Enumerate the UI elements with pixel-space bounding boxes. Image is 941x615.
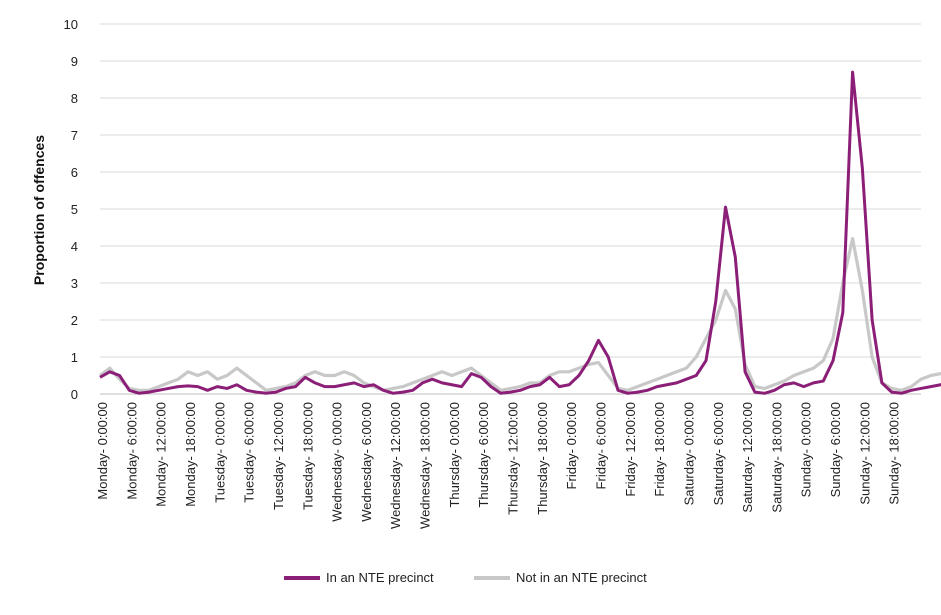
x-tick-label: Wednesday- 6:00:00 [359,402,374,522]
legend-label-not-nte: Not in an NTE precinct [516,570,647,585]
x-tick-label: Sunday- 0:00:00 [799,402,814,497]
gridlines [100,23,921,358]
y-tick-label: 6 [71,165,78,180]
y-tick-label: 1 [71,350,78,365]
y-tick-label: 9 [71,54,78,69]
y-tick-label: 2 [71,313,78,328]
x-tick-label: Saturday- 0:00:00 [681,402,696,505]
x-tick-label: Monday- 0:00:00 [95,402,110,500]
x-tick-label: Wednesday- 0:00:00 [330,402,345,522]
x-tick-label: Saturday- 12:00:00 [740,402,755,513]
x-tick-label: Monday- 12:00:00 [154,402,169,507]
x-tick-label: Thursday- 6:00:00 [476,402,491,508]
x-tick-label: Wednesday- 12:00:00 [388,402,403,529]
x-tick-label: Monday- 18:00:00 [183,402,198,507]
y-tick-label: 5 [71,202,78,217]
x-tick-label: Friday- 6:00:00 [593,402,608,489]
y-tick-label: 3 [71,276,78,291]
legend: In an NTE precinct Not in an NTE precinc… [284,570,647,585]
y-tick-label: 4 [71,239,78,254]
series-line-in-nte [99,70,941,395]
x-tick-label: Monday- 6:00:00 [124,402,139,500]
x-tick-label: Sunday- 6:00:00 [828,402,843,497]
y-axis-label: Proportion of offences [31,135,47,285]
x-tick-label: Thursday- 0:00:00 [447,402,462,508]
y-tick-labels: 0 1 2 3 4 5 6 7 8 9 10 [64,17,78,402]
y-tick-label: 10 [64,17,78,32]
legend-label-in-nte: In an NTE precinct [326,570,434,585]
x-tick-label: Friday- 18:00:00 [652,402,667,497]
x-tick-label: Tuesday- 18:00:00 [300,402,315,510]
x-tick-label: Tuesday- 6:00:00 [242,402,257,503]
x-tick-label: Wednesday- 18:00:00 [418,402,433,529]
x-tick-label: Tuesday- 0:00:00 [212,402,227,503]
x-tick-label: Tuesday- 12:00:00 [271,402,286,510]
y-tick-label: 7 [71,128,78,143]
series-lines [99,70,941,395]
x-tick-label: Friday- 0:00:00 [564,402,579,489]
y-tick-label: 8 [71,91,78,106]
x-tick-label: Sunday- 18:00:00 [887,402,902,505]
x-tick-label: Saturday- 18:00:00 [769,402,784,513]
x-tick-label: Thursday- 12:00:00 [506,402,521,515]
series-line-not-nte [99,237,941,392]
x-tick-labels: Monday- 0:00:00 Monday- 6:00:00 Monday- 12… [95,402,902,529]
x-tick-label: Friday- 12:00:00 [623,402,638,497]
y-tick-label: 0 [71,387,78,402]
x-tick-label: Saturday- 6:00:00 [711,402,726,505]
x-tick-label: Thursday- 18:00:00 [535,402,550,515]
x-tick-label: Sunday- 12:00:00 [857,402,872,505]
